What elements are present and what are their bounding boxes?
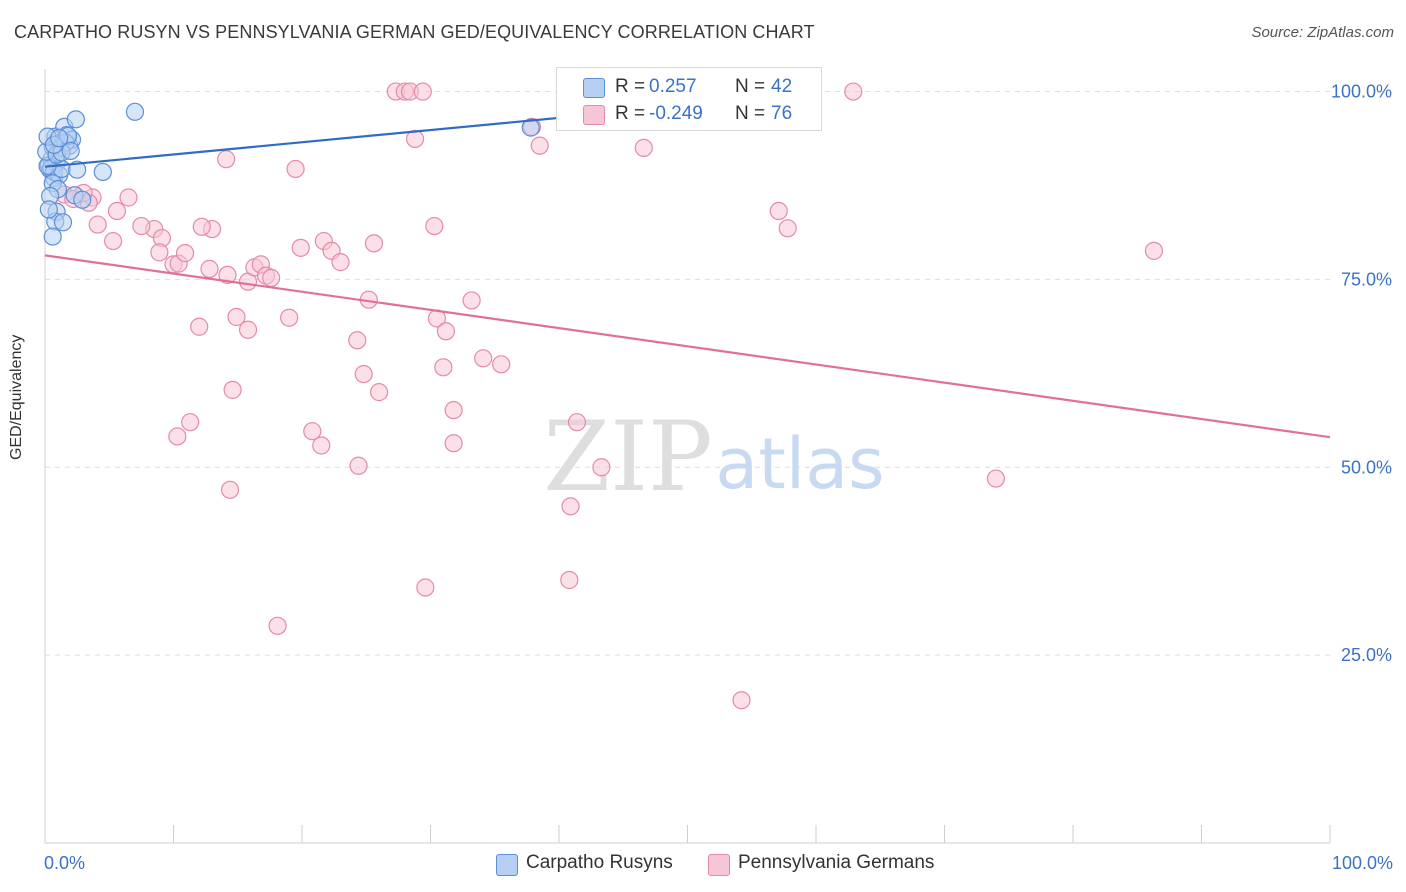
point-carpatho-rusyn (66, 110, 85, 129)
point-pennsylvania-german (280, 308, 299, 327)
point-pennsylvania-german (354, 364, 373, 384)
trend-lines (44, 116, 1331, 439)
pink-swatch (583, 105, 605, 125)
source-label: Source: ZipAtlas.com (1251, 24, 1394, 41)
n-value: 76 (771, 103, 793, 124)
point-pennsylvania-german (778, 219, 797, 238)
point-pennsylvania-german (769, 201, 788, 221)
point-pennsylvania-german (88, 215, 107, 234)
point-pennsylvania-german (223, 380, 242, 399)
point-pennsylvania-german (312, 436, 331, 455)
point-pennsylvania-german (434, 358, 453, 377)
point-pennsylvania-german (150, 243, 169, 262)
trendline-carpatho-rusyn (44, 116, 560, 168)
watermark-zip: ZIP (543, 401, 712, 513)
point-pennsylvania-german (436, 322, 456, 341)
tick-labels: 25.0% 50.0% 75.0% 100.0% 0.0% 100.0% (44, 82, 1393, 873)
point-pennsylvania-german (405, 129, 425, 148)
r-value: 0.257 (649, 76, 697, 97)
point-pennsylvania-german (986, 469, 1006, 488)
point-pennsylvania-german (634, 138, 653, 158)
point-carpatho-rusyn (93, 162, 112, 182)
point-pennsylvania-german (370, 383, 389, 402)
point-pennsylvania-german (218, 265, 237, 284)
point-pennsylvania-german (132, 216, 151, 236)
data-points (37, 82, 1164, 710)
y-tick-label: 50.0% (1341, 457, 1392, 477)
point-carpatho-rusyn (53, 213, 73, 232)
x-tick-label-max: 100.0% (1332, 853, 1393, 873)
point-pennsylvania-german (303, 422, 322, 441)
point-pennsylvania-german (560, 570, 579, 590)
point-pennsylvania-german (291, 238, 310, 257)
point-carpatho-rusyn (521, 118, 540, 137)
point-pennsylvania-german (444, 434, 463, 453)
y-tick-label: 100.0% (1331, 82, 1392, 102)
point-pennsylvania-german (107, 201, 127, 221)
legend-swatch-pink (708, 854, 730, 876)
point-pennsylvania-german (732, 691, 751, 710)
point-carpatho-rusyn (39, 200, 58, 219)
point-pennsylvania-german (190, 317, 209, 336)
point-pennsylvania-german (474, 349, 493, 368)
point-pennsylvania-german (181, 413, 200, 432)
legend-swatch-blue (496, 854, 518, 876)
point-pennsylvania-german (220, 480, 240, 499)
point-carpatho-rusyn (43, 227, 62, 246)
point-carpatho-rusyn (73, 190, 92, 209)
point-pennsylvania-german (349, 456, 368, 475)
legend-label: Carpatho Rusyns (526, 852, 673, 873)
point-carpatho-rusyn (125, 102, 145, 121)
point-pennsylvania-german (416, 578, 435, 597)
trendline-pennsylvania-german (44, 254, 1331, 439)
point-pennsylvania-german (425, 216, 444, 236)
stats-legend: R = 0.257 N = 42 R = -0.249 N = 76 (556, 67, 822, 131)
point-pennsylvania-german (200, 259, 219, 278)
point-pennsylvania-german (227, 307, 246, 327)
point-pennsylvania-german (268, 616, 287, 635)
point-pennsylvania-german (286, 159, 305, 179)
y-tick-label: 25.0% (1341, 645, 1392, 665)
point-pennsylvania-german (444, 401, 463, 420)
point-pennsylvania-german (175, 244, 195, 263)
blue-swatch (583, 78, 605, 98)
watermark: ZIP atlas (543, 401, 884, 513)
point-pennsylvania-german (331, 253, 350, 272)
legend-label: Pennsylvania Germans (738, 852, 935, 873)
point-pennsylvania-german (119, 188, 138, 207)
x-tick-label-min: 0.0% (44, 853, 85, 873)
point-pennsylvania-german (844, 82, 863, 101)
r-label: R = (615, 103, 646, 124)
r-value: -0.249 (649, 103, 703, 124)
point-pennsylvania-german (217, 150, 236, 169)
point-pennsylvania-german (462, 291, 481, 310)
y-tick-label: 75.0% (1341, 269, 1392, 289)
point-pennsylvania-german (104, 231, 123, 251)
point-carpatho-rusyn (50, 129, 69, 148)
point-pennsylvania-german (592, 458, 611, 477)
point-carpatho-rusyn (61, 141, 80, 161)
r-label: R = (615, 76, 646, 97)
point-pennsylvania-german (364, 234, 384, 253)
point-pennsylvania-german (413, 82, 432, 101)
grid-lines (45, 91, 1330, 656)
point-pennsylvania-german (192, 217, 211, 236)
point-pennsylvania-german (348, 331, 367, 350)
n-value: 42 (771, 76, 793, 97)
watermark-atlas: atlas (715, 423, 884, 505)
point-pennsylvania-german (561, 497, 580, 516)
point-pennsylvania-german (1144, 241, 1164, 260)
point-carpatho-rusyn (68, 160, 87, 179)
point-pennsylvania-german (168, 427, 187, 446)
n-label: N = (735, 76, 766, 97)
point-pennsylvania-german (567, 413, 587, 432)
point-pennsylvania-german (530, 136, 549, 155)
point-pennsylvania-german (238, 320, 258, 339)
axes (44, 69, 1331, 844)
point-pennsylvania-german (262, 268, 281, 288)
chart-title: CARPATHO RUSYN VS PENNSYLVANIA GERMAN GE… (14, 22, 815, 42)
n-label: N = (735, 103, 766, 124)
point-pennsylvania-german (492, 355, 511, 374)
